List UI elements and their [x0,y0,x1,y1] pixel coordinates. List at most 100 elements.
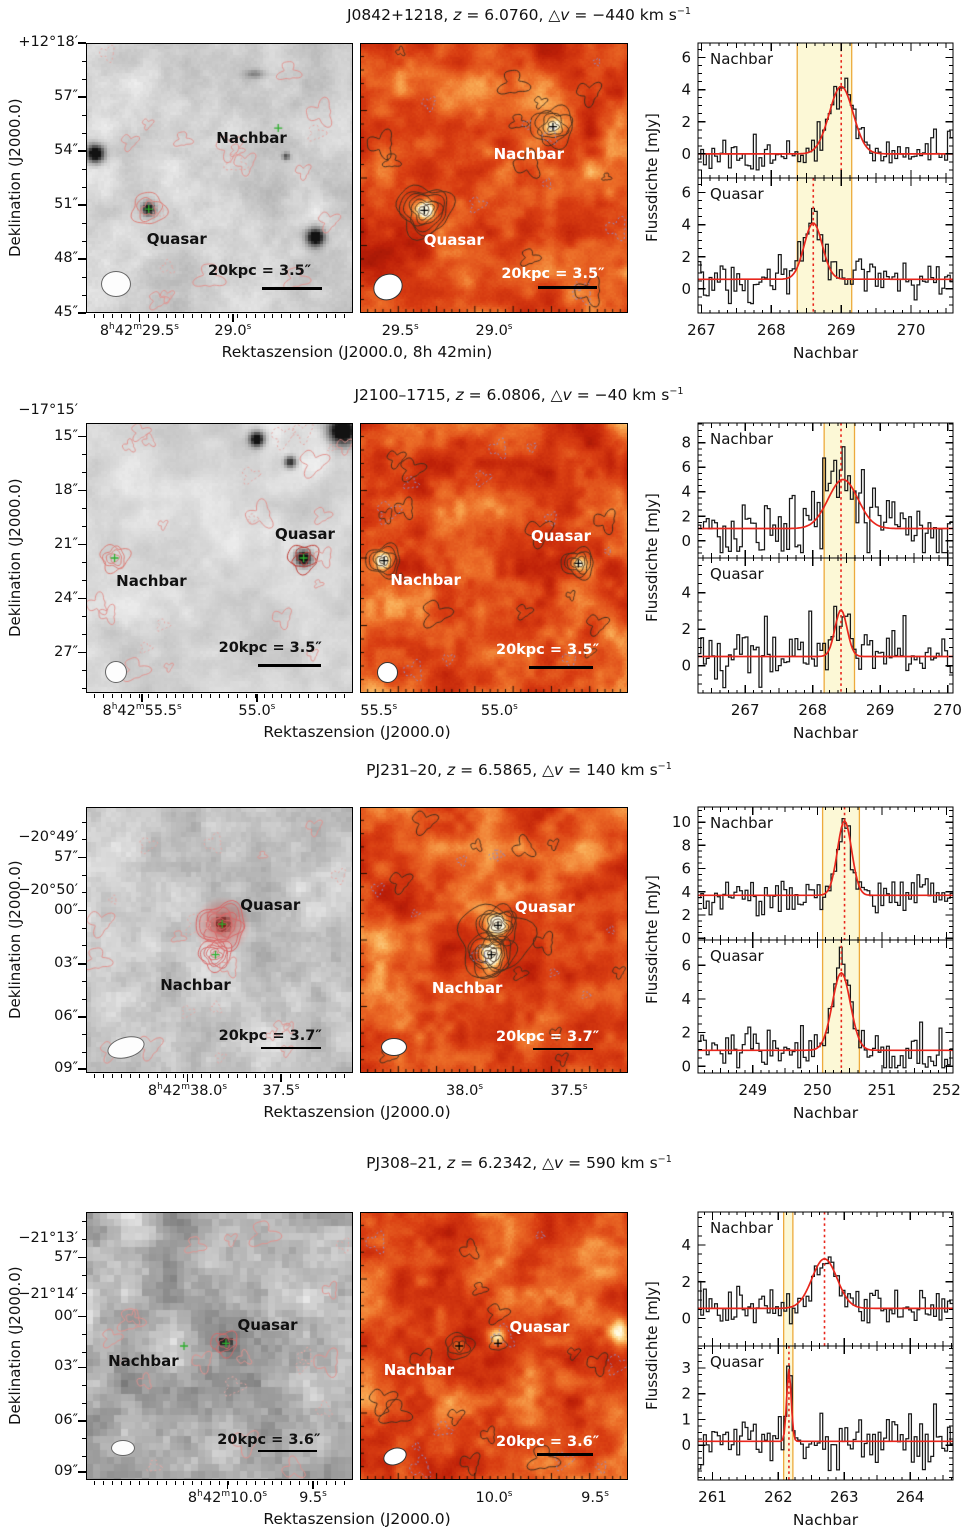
ra-tick-label: 9.5s [581,1489,609,1506]
dec-tick-label: 24″ [54,589,78,606]
axis-tick [112,694,114,698]
axis-tick [201,314,203,318]
map-frame [360,1212,628,1480]
axis-tick [147,1481,149,1485]
axis-tick [130,1074,131,1078]
line-histogram [698,1365,953,1472]
flux-tick-label: 2 [681,113,691,131]
ra-axis-label: Rektaszension (J2000.0, 8h 42min) [221,343,493,361]
axis-tick [78,150,86,152]
axis-tick [81,1456,86,1458]
axis-tick [299,1074,301,1078]
axis-tick [272,694,274,698]
dec-tick-label: 57″ [54,848,78,865]
axis-tick [81,580,86,581]
axis-tick [130,1481,131,1485]
spectrum-frame [697,939,954,1074]
axis-tick [308,1074,309,1078]
gaussian-fit-line [698,1258,953,1310]
axis-tick [147,1074,149,1078]
axis-tick [81,132,86,134]
axis-tick [334,1074,336,1078]
axis-tick [78,1420,86,1422]
axis-tick [112,1074,114,1078]
flux-tick-label: 2 [681,248,691,266]
axis-tick [81,1274,86,1276]
ra-axis-label: Rektaszension (J2000.0) [263,1510,451,1528]
axis-tick [138,314,141,322]
dec-tick-label: 48″ [54,250,78,266]
freq-tick-label: 261 [698,1488,727,1506]
beam-ellipse [105,661,128,684]
spectrum-frame [697,422,954,559]
object-name: PJ308–21 [366,1154,438,1173]
axis-tick [232,314,234,322]
axis-tick [174,1481,176,1485]
axis-tick [78,1471,86,1473]
gaussian-fit-line [698,1370,953,1443]
spectrum-frame [697,806,954,941]
spectrum-panel-label: Quasar [710,565,765,583]
axis-tick [94,314,96,318]
axis-tick [343,1481,345,1485]
axis-tick [81,1034,86,1036]
axis-tick [281,314,283,318]
dec-tick-label: 06″ [54,1008,78,1025]
gaussian-fit-line [698,222,953,281]
map-frame [86,43,353,313]
dec-tick-label: 15″ [54,427,78,444]
map-frame [360,43,628,313]
axis-tick [192,314,194,318]
spectrum-x-axis-label: Nachbar [793,1511,859,1529]
dec-tick-label: −20°50′ [18,881,78,898]
dec-tick-label: 21″ [54,535,78,552]
flux-tick-label: 0 [681,145,691,163]
axis-tick [81,294,86,296]
axis-tick [201,694,203,698]
ra-tick-label: 8h42m38.0s [147,1082,228,1099]
object-name: PJ231–20 [366,761,438,780]
flux-tick-label: 6 [681,956,691,974]
flux-tick-label: 0 [681,657,691,675]
optical-map-canvas [86,43,353,313]
scale-bar-label: 20kpc = 3.7″ [495,1029,600,1046]
axis-tick [81,670,86,671]
axis-tick [226,1481,229,1489]
axis-tick [245,1074,247,1078]
scale-bar-label: 20kpc = 3.7″ [218,1028,322,1045]
dec-tick-label: −20°49′ [18,828,78,845]
axis-tick [81,1051,86,1053]
spectrum-frame [697,42,954,179]
axis-tick [147,314,149,318]
spectrum-panel-label: Quasar [710,1353,765,1371]
axis-tick [343,314,345,318]
scale-bar-label: 20kpc = 3.6″ [495,1433,600,1450]
axis-tick [81,562,86,563]
axis-tick [192,1481,194,1485]
axis-tick [192,1074,194,1078]
axis-tick [78,489,86,492]
optical-map-canvas [86,1212,353,1480]
flux-tick-label: 4 [681,584,691,602]
line-histogram [698,946,953,1069]
nachbar-map-label: Nachbar [390,570,461,589]
axis-tick [254,1074,256,1078]
beam-ellipse [101,271,132,298]
dec-tick-label: 45″ [54,304,78,320]
flux-tick-label: 6 [681,183,691,201]
dec-axis-label: Deklination (J2000.0) [6,98,24,258]
gaussian-fit-line [698,609,953,658]
axis-tick [316,1074,318,1078]
axis-tick [78,1016,86,1018]
dec-tick-label: 00″ [54,901,78,918]
axis-tick [81,892,86,894]
axis-tick [254,1481,256,1485]
axis-tick [219,694,220,698]
axis-tick [192,694,194,698]
optical-map: Nachbar Quasar 20kpc = 3.5″ [86,43,353,313]
dec-tick-label: 27″ [54,643,78,660]
object-name: J2100–1715 [354,386,446,405]
axis-tick [81,945,86,947]
